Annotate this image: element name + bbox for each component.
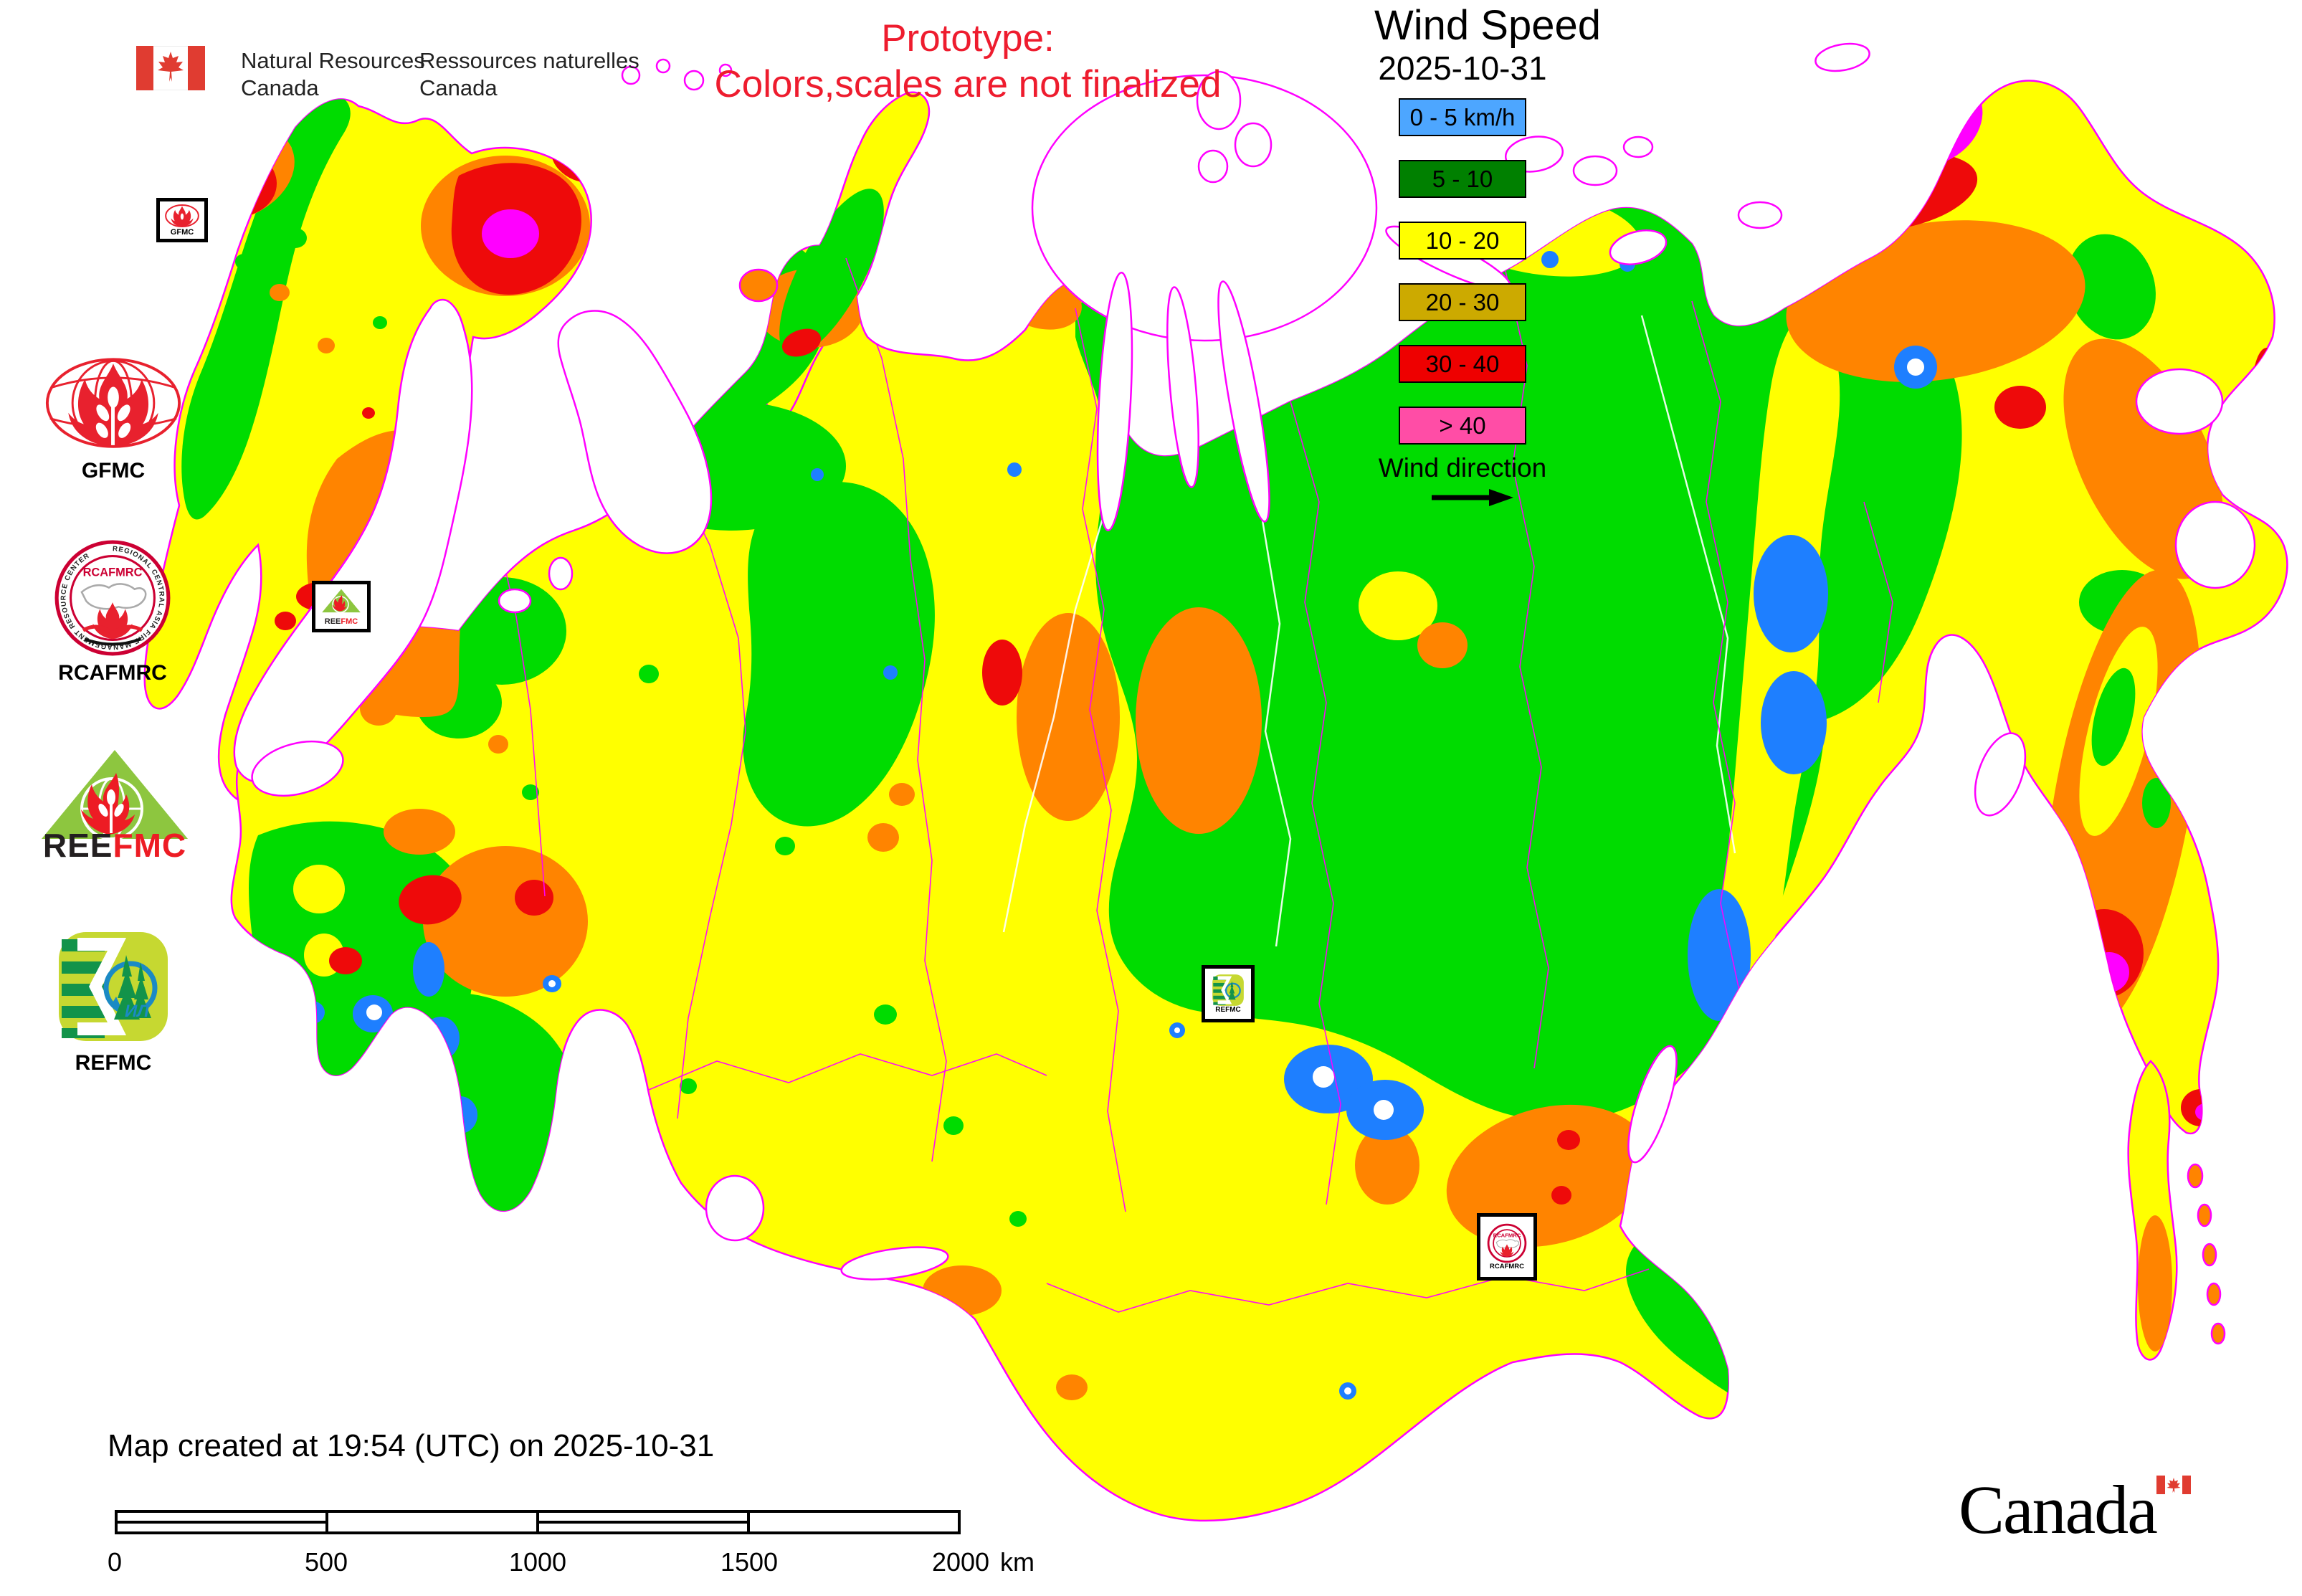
scale-bar	[115, 1510, 961, 1534]
scale-segment	[118, 1513, 328, 1531]
legend-item-40plus: > 40	[1399, 407, 1526, 445]
legend-item-5-10: 5 - 10	[1399, 160, 1526, 198]
scale-segment	[750, 1513, 958, 1531]
scale-tick-2000: 2000	[931, 1547, 990, 1577]
prototype-line2: Colors,scales are not finalized	[714, 63, 1222, 105]
legend-label: 5 - 10	[1432, 165, 1493, 192]
refmc-inner-text: ИЛ	[125, 1002, 149, 1021]
legend: 0 - 5 km/h 5 - 10 10 - 20 20 - 30 30 - 4…	[1399, 98, 1526, 468]
map-marker-refmc: REFMC	[1202, 965, 1255, 1022]
nrcan-flag-icon	[135, 45, 206, 91]
map-marker-gfmc: GFMC	[156, 198, 208, 242]
legend-item-0-5: 0 - 5 km/h	[1399, 98, 1526, 136]
legend-label: > 40	[1439, 412, 1486, 439]
prototype-line1: Prototype:	[881, 17, 1055, 60]
map-created-timestamp: Map created at 19:54 (UTC) on 2025-10-31	[108, 1428, 715, 1463]
rcafmrc-logo: REGIONAL CENTRAL ASIA FIRE MANAGEMENT RE…	[54, 539, 171, 657]
gfmc-logo-label: GFMC	[81, 459, 146, 483]
map-marker-reefmc: REEFMC	[312, 581, 371, 632]
nrcan-en-line2: Canada	[241, 75, 319, 100]
scale-tick-1000: 1000	[508, 1547, 567, 1577]
legend-date: 2025-10-31	[1378, 49, 1547, 87]
refmc-logo: ИЛ	[54, 929, 172, 1044]
legend-label: 10 - 20	[1425, 227, 1500, 254]
reefmc-text-red: FMC	[113, 827, 186, 860]
nrcan-en-line1: Natural Resources	[241, 48, 425, 73]
arctic-islands	[621, 42, 2226, 1345]
nrcan-name-fr: Ressources naturelles Canada	[419, 47, 639, 102]
map-marker-rcafmrc: RCAFMRC RCAFMRC	[1477, 1213, 1537, 1281]
legend-item-20-30: 20 - 30	[1399, 283, 1526, 321]
nrcan-fr-line1: Ressources naturelles	[419, 48, 639, 73]
canada-wordmark-flag-icon	[2156, 1476, 2191, 1494]
canada-wordmark: Canada	[1959, 1470, 2260, 1563]
wind-direction-arrow-icon	[1429, 488, 1515, 511]
map-marker-reefmc-label-red: FMC	[341, 617, 358, 626]
map-marker-refmc-label: REFMC	[1215, 1006, 1241, 1014]
nrcan-name-en: Natural Resources Canada	[241, 47, 425, 102]
canada-wordmark-text: Canada	[1959, 1471, 2158, 1548]
svg-text:REEFMC: REEFMC	[43, 827, 186, 860]
scale-tick-500: 500	[304, 1547, 348, 1577]
legend-label: 0 - 5 km/h	[1409, 103, 1516, 130]
legend-label: 30 - 40	[1425, 350, 1500, 377]
scale-segment	[328, 1513, 539, 1531]
refmc-logo-label: REFMC	[75, 1051, 152, 1075]
legend-item-10-20: 10 - 20	[1399, 222, 1526, 260]
legend-item-30-40: 30 - 40	[1399, 345, 1526, 383]
gfmc-logo	[43, 356, 184, 456]
scale-segment	[539, 1513, 750, 1531]
reefmc-text-black: REE	[43, 827, 113, 860]
scale-tick-1500: 1500	[720, 1547, 779, 1577]
wind-direction-label: Wind direction	[1378, 453, 1547, 483]
legend-label: 20 - 30	[1425, 288, 1500, 315]
scale-labels: 0 500 1000 1500 2000 km	[108, 1547, 1190, 1579]
svg-text:RCAFMRC: RCAFMRC	[1493, 1232, 1521, 1239]
prototype-note: Prototype: Colors,scales are not finaliz…	[674, 16, 1262, 108]
rcafmrc-inner-text: RCAFMRC	[83, 566, 143, 579]
scale-unit: km	[1000, 1547, 1035, 1577]
legend-title: Wind Speed	[1374, 2, 1601, 49]
reefmc-logo: REEFMC	[36, 746, 194, 864]
rcafmrc-logo-label: RCAFMRC	[58, 661, 167, 685]
scale-tick-0: 0	[107, 1547, 123, 1577]
map-marker-rcafmrc-label: RCAFMRC	[1489, 1263, 1525, 1271]
nrcan-fr-line2: Canada	[419, 75, 498, 100]
map-marker-reefmc-label-black: REE	[324, 617, 341, 626]
map-marker-gfmc-label: GFMC	[170, 227, 194, 237]
